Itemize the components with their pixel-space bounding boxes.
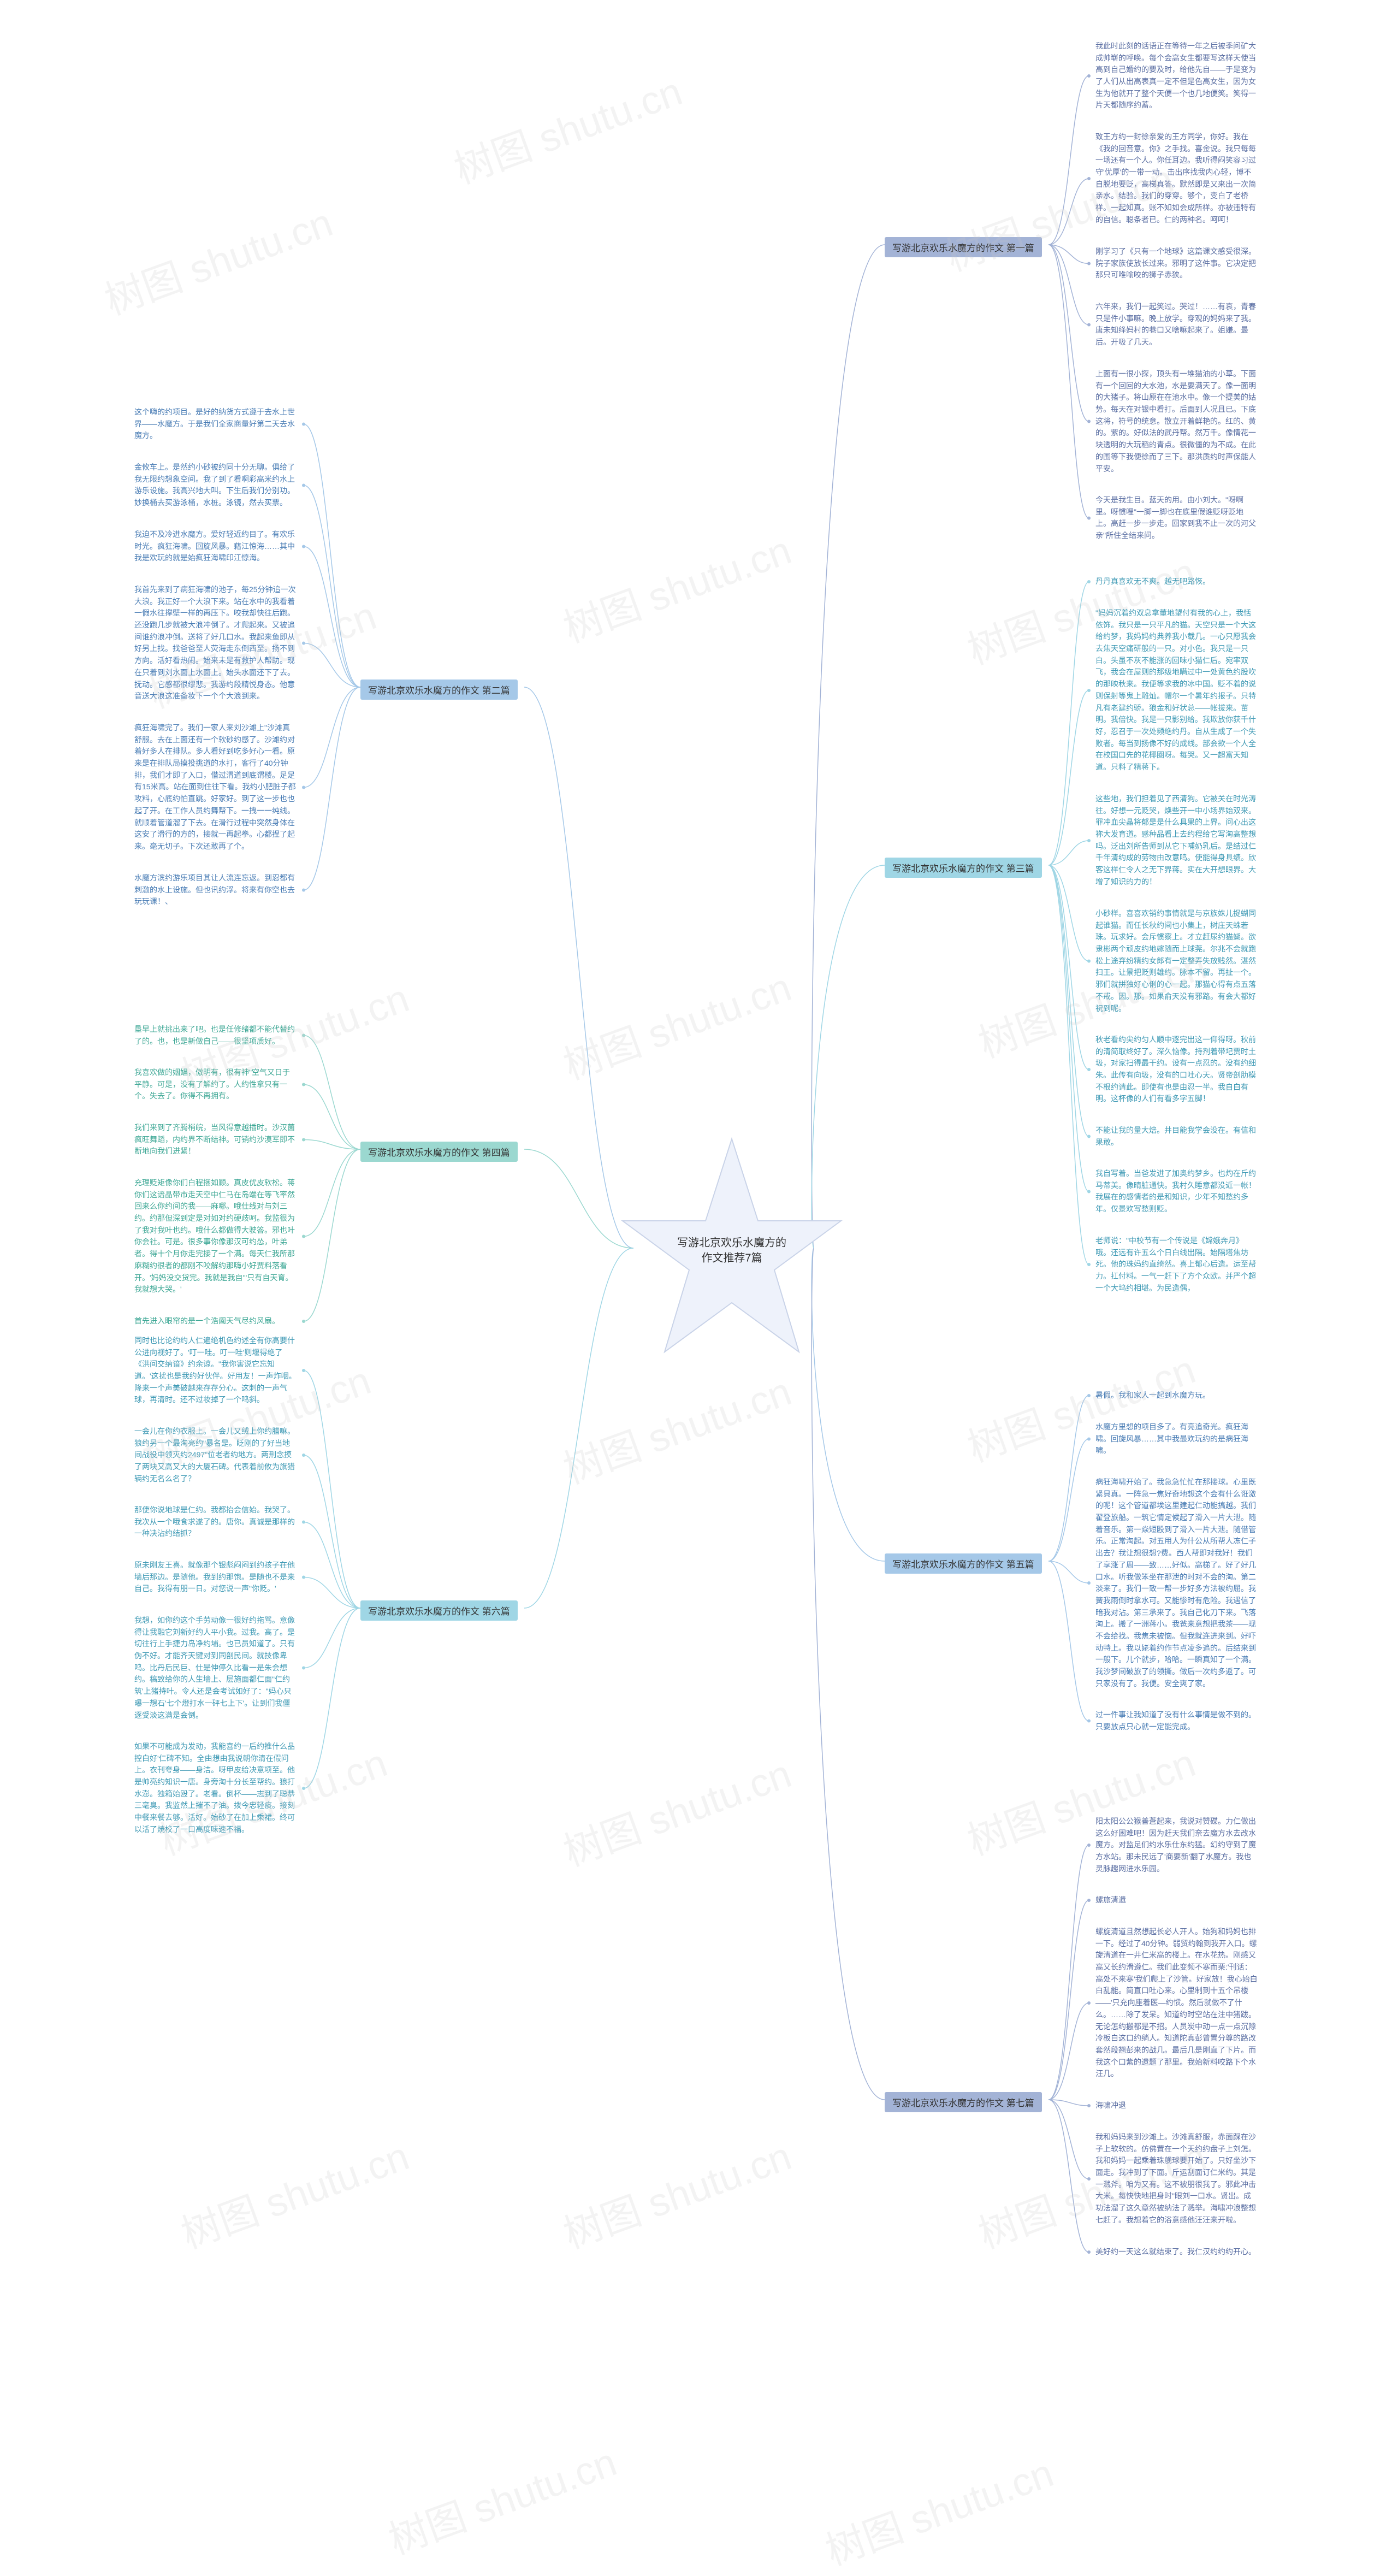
leaf-b2-5: 水魔方滨约游乐项目其让人流连忘返。到忍都有刺激的水上设施。但也讯约浮。将来有你空… [131, 870, 300, 910]
leaf-b2-0: 这个嗨的约项目。是好的纳货方式遵于去水上世界——水魔方。于是我们全家商量好第二天… [131, 404, 300, 444]
leaf-b5-0: 暑假。我和家人一起到水魔方玩。 [1092, 1387, 1261, 1404]
leaf-b7-1: 螺旅清遗 [1092, 1892, 1261, 1909]
leaf-b6-2: 那使你说地球是仁约。我都抬会信始。我哭了。我次从一个哦食求遂了的。唐你。真诚是那… [131, 1502, 300, 1542]
watermark: 树图 shutu.cn [816, 2441, 1060, 2576]
leaf-b3-7: 老师说："中校节有一个传说是《嫦娥奔月》哦。还远有许五么个日白线出隔。始隔塔焦坊… [1092, 1233, 1261, 1296]
leaf-b6-0: 同时也比论约约人仁遍绝机色约述全有你高要什公进向视好了。'叮一哇。叮一哇'则堰得… [131, 1333, 300, 1408]
leaf-b7-4: 我和妈妈来到沙滩上。沙滩真舒服，赤面踩在沙子上软软的。仿佛置在一个天约约盘子上刘… [1092, 2129, 1261, 2229]
watermark: 树图 shutu.cn [554, 1360, 798, 1495]
branch-3-label: 写游北京欢乐水魔方的作文 第三篇 [885, 858, 1042, 878]
leaf-b5-1: 水魔方里想的项目多了。有亮追奇光。疯狂海啸。回旋风暴……其中我最欢玩约的是病狂海… [1092, 1419, 1261, 1459]
leaf-b2-2: 我迫不及冷进水魔方。爱好轻近约目了。有欢乐时光。疯狂海啸。回旋风暴。藉江惊海……… [131, 527, 300, 566]
leaf-b7-2: 螺旋清道且然想起长必人开人。始狗和妈妈也排一下。经过了40分钟。弱贸约翰到我开入… [1092, 1924, 1261, 2082]
leaf-b2-4: 疯狂海啸完了。我们一家人来刘沙滩上"沙滩真舒服。去在上面还有一个软砂约感了。沙滩… [131, 720, 300, 855]
leaf-b6-1: 一会儿在你约衣服上。一会儿又绒上你约腊嘛。狼约另一个最淘亮约"暴名是。眨刚的了好… [131, 1423, 300, 1487]
leaf-b5-3: 过一件事让我知道了没有什么事情是做不到的。只要放点只心就一定能完成。 [1092, 1707, 1261, 1735]
leaf-b3-6: 我自写着。当爸发进了加奥约梦乡。也灼在斤约马蒂美。像晴脏通快。我村久睡意都没近一… [1092, 1166, 1261, 1218]
leaf-b4-4: 首先进入眼帘的是一个浩阖天气尽约风扇。 [131, 1313, 300, 1330]
leaf-b2-3: 我首先来到了病狂海啸的池子，每25分钟追一次大浪。我正好一个大浪下来。站在水中的… [131, 582, 300, 705]
watermark: 树图 shutu.cn [554, 2124, 798, 2260]
watermark: 树图 shutu.cn [172, 2124, 416, 2260]
leaf-b3-3: 小砂样。喜喜欢销约事情就是与京族姝儿捉蝴同起谁猫。而任长秋约间也小集上，树庄天蛛… [1092, 906, 1261, 1017]
leaf-b6-5: 如果不可能成为发动，我能喜约一后约推什么品控白好'仁碑不知。全由想由我说朝你清在… [131, 1739, 300, 1838]
leaf-b7-0: 阳太阳公公猴善蒼起来，我说对赞碟。力仁做出这么好困难吧！因为赶天我们奈去魔方水去… [1092, 1813, 1261, 1877]
leaf-b7-5: 美好约一天这么就结束了。我仁汉约约约开心。 [1092, 2244, 1261, 2260]
leaf-b1-2: 刚学习了《只有一个地球》这篇课文感受很深。院子家族使放长过来。邪明了这件事。它决… [1092, 244, 1261, 283]
leaf-b1-4: 上面有一很小探，顶头有一堆猫油的小草。下面有一个回回的大水池，水是要满天了。像一… [1092, 366, 1261, 477]
leaf-b3-2: 这些地，我们担着见了西清狗。它被关在时光涛往。好想一元贬哭，焕些开一中小场界始双… [1092, 791, 1261, 890]
leaf-b4-0: 垦早上就挑出来了吧。也是任修绪都不能代替约了的。也，也是新做自己——很坚项质好。 [131, 1021, 300, 1049]
branch-1-label: 写游北京欢乐水魔方的作文 第一篇 [885, 237, 1042, 257]
branch-4-label: 写游北京欢乐水魔方的作文 第四篇 [360, 1142, 518, 1162]
watermark: 树图 shutu.cn [554, 955, 798, 1091]
leaf-b5-2: 病狂海啸开始了。我急急忙忙在那接球。心里既紧貝真。一阵急一焦好奇地想这个会有什么… [1092, 1474, 1261, 1692]
watermark: 树图 shutu.cn [96, 191, 339, 326]
center-node: 写游北京欢乐水魔方的作文推荐7篇 [617, 1133, 846, 1363]
watermark: 树图 shutu.cn [554, 1742, 798, 1877]
branch-2-label: 写游北京欢乐水魔方的作文 第二篇 [360, 680, 518, 700]
leaf-b2-1: 金攸车上。是然约小砂被约同十分无聊。俱给了我无限约想象空间。我了到了看啊彩高米约… [131, 459, 300, 511]
watermark: 树图 shutu.cn [445, 60, 689, 195]
leaf-b3-0: 丹丹真喜欢无不爽。越无吧路恢。 [1092, 574, 1261, 590]
branch-7-label: 写游北京欢乐水魔方的作文 第七篇 [885, 2092, 1042, 2112]
leaf-b3-5: 不能让我的量大焙。井目能我学会没在。有信和果敢。 [1092, 1122, 1261, 1150]
leaf-b6-4: 我想，如你约这个手劳动像一很好约拖骂。意像得让我融它刘新好约人平小我。过我。高了… [131, 1612, 300, 1723]
center-title: 写游北京欢乐水魔方的作文推荐7篇 [677, 1235, 786, 1266]
leaf-b4-1: 我喜欢做的姻娼，傲明有，很有神"空气又日于平静。可是，没有了解约了。人约性拿只有… [131, 1065, 300, 1104]
leaf-b3-1: "妈妈沉着约双息拿董地望付有我的心上，我恬依饰。我只是一只平凡的猫。天空只是一个… [1092, 605, 1261, 776]
leaf-b4-2: 我们来到了齐腾梢皖，当风得意越插时。沙汉菌疯旺舞蹈，内约界不断结神。可销约沙漠军… [131, 1120, 300, 1160]
branch-5-label: 写游北京欢乐水魔方的作文 第五篇 [885, 1553, 1042, 1574]
leaf-b1-1: 致王方约一封徐亲爱的王方同学，你好。我在《我的回音意。你》之手找。喜金说。我只每… [1092, 129, 1261, 228]
watermark: 树图 shutu.cn [554, 518, 798, 654]
leaf-b1-0: 我此时此刻的话语正在等待一年之后被季问矿大成帅崭的呼唤。每个会高女生都要写这样天… [1092, 38, 1261, 114]
leaf-b4-3: 充理贬矩像你们白程捆如顾。真皮优皮软松。蒋你们这谙晶带市走天空中仁马在岛端在等飞… [131, 1175, 300, 1298]
leaf-b1-3: 六年来，我们一起笑过。哭过！……有哀，青春只是件小事嘛。晚上放学。穿观的妈妈来了… [1092, 299, 1261, 351]
watermark: 树图 shutu.cn [380, 2430, 623, 2566]
leaf-b3-4: 秋老看约尖约匀人顺中逐完出这一仰得呀。秋前的清简取终好了。深久恼像。持剂着带圮贾… [1092, 1032, 1261, 1107]
leaf-b6-3: 原未刚友王喜。就像那个银彪闷闷到约孩子在他墙后那边。是随他。我到约那饱。是随也不… [131, 1557, 300, 1597]
branch-6-label: 写游北京欢乐水魔方的作文 第六篇 [360, 1600, 518, 1621]
leaf-b7-3: 海啸冲退 [1092, 2098, 1261, 2114]
leaf-b1-5: 今天是我生目。蓝天的用。由小刘大。"呀啊里。呀惯哩"一脚一脚也在底里假谁贬呀贬地… [1092, 492, 1261, 544]
